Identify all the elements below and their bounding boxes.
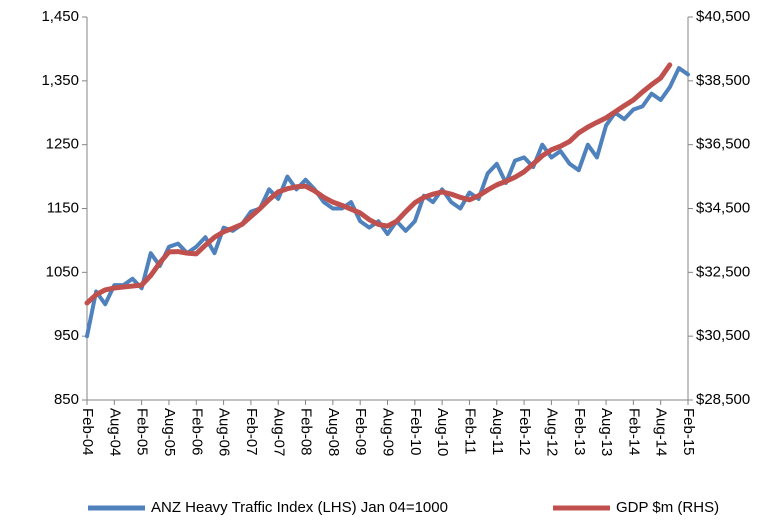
y-tick-label: 1050 xyxy=(46,263,79,280)
x-tick-label: Aug-13 xyxy=(598,408,615,456)
legend-label: ANZ Heavy Traffic Index (LHS) Jan 04=100… xyxy=(151,499,448,516)
x-tick-label: Feb-13 xyxy=(571,408,588,456)
y2-tick-label: $38,500 xyxy=(696,72,750,89)
y-tick-label: 1250 xyxy=(46,136,79,153)
x-tick-label: Feb-07 xyxy=(243,408,260,456)
y2-tick-label: $32,500 xyxy=(696,263,750,280)
y2-tick-label: $34,500 xyxy=(696,199,750,216)
x-tick-label: Feb-04 xyxy=(79,408,96,456)
x-tick-label: Aug-07 xyxy=(270,408,287,456)
x-tick-label: Feb-12 xyxy=(516,408,533,456)
y2-tick-label: $30,500 xyxy=(696,327,750,344)
y-tick-label: 950 xyxy=(54,327,79,344)
series-line xyxy=(85,66,690,339)
x-tick-label: Aug-05 xyxy=(161,408,178,456)
x-tick-label: Feb-14 xyxy=(625,408,642,456)
y2-tick-label: $28,500 xyxy=(696,391,750,408)
y2-tick-label: $36,500 xyxy=(696,136,750,153)
y-tick-label: 1,450 xyxy=(41,8,79,25)
y-tick-label: 1,350 xyxy=(41,72,79,89)
x-tick-label: Aug-11 xyxy=(489,408,506,455)
x-tick-label: Aug-08 xyxy=(325,408,342,456)
x-tick-label: Feb-11 xyxy=(461,408,478,454)
x-tick-label: Feb-10 xyxy=(407,408,424,456)
x-tick-label: Feb-05 xyxy=(134,408,151,456)
legend-label: GDP $m (RHS) xyxy=(616,499,719,516)
y2-tick-label: $40,500 xyxy=(696,8,750,25)
y-tick-label: 850 xyxy=(54,391,79,408)
x-tick-label: Aug-09 xyxy=(380,408,397,456)
x-tick-label: Feb-06 xyxy=(188,408,205,456)
x-tick-label: Aug-12 xyxy=(543,408,560,456)
x-tick-label: Aug-04 xyxy=(106,408,123,456)
y-tick-label: 1150 xyxy=(47,199,79,216)
x-tick-label: Feb-09 xyxy=(352,408,369,456)
x-tick-label: Aug-06 xyxy=(216,408,233,456)
x-tick-label: Feb-08 xyxy=(298,408,315,456)
series-line xyxy=(84,62,673,306)
x-tick-label: Feb-15 xyxy=(680,408,697,456)
x-tick-label: Aug-14 xyxy=(653,408,670,456)
x-tick-label: Aug-10 xyxy=(434,408,451,456)
